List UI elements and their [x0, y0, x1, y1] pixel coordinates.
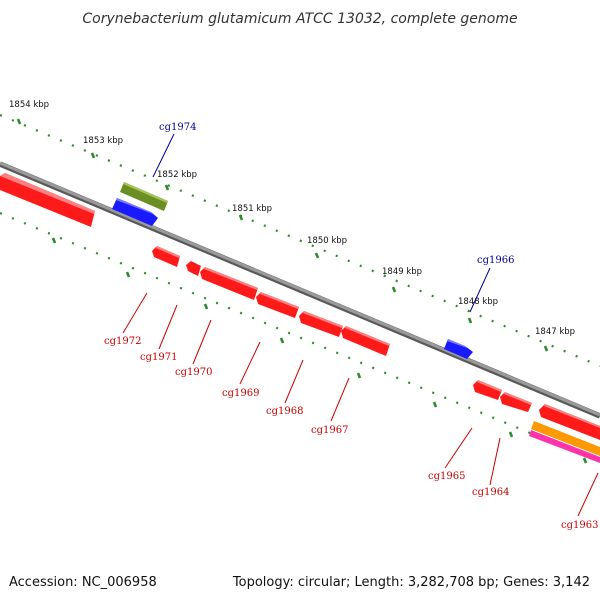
gene-label-cg1970[interactable]: cg1970: [175, 367, 212, 378]
reverse-cds-cg1968[interactable]: [299, 311, 343, 337]
reverse-cds-cg1971[interactable]: [186, 261, 201, 276]
ruler-label-1847: 1847 kbp: [535, 327, 575, 337]
inner-ruler: [0, 211, 600, 464]
ruler-label-1849: 1849 kbp: [382, 267, 422, 277]
reverse-cds-cg1967[interactable]: [341, 326, 390, 356]
ruler-label-1851: 1851 kbp: [232, 204, 272, 214]
accession-text: Accession: NC_006958: [9, 575, 157, 590]
forward-cds-cg1966[interactable]: [444, 339, 473, 359]
ruler-label-1854: 1854 kbp: [9, 100, 49, 110]
reverse-cds-cg1969[interactable]: [256, 292, 299, 318]
forward-cds-cg1974[interactable]: [112, 198, 158, 226]
gene-label-cg1964[interactable]: cg1964: [472, 487, 509, 498]
feature-orange[interactable]: [531, 421, 600, 456]
ruler-label-1853: 1853 kbp: [83, 136, 123, 146]
feature-track-olive: [120, 182, 168, 211]
gene-label-cg1966[interactable]: cg1966: [477, 255, 514, 266]
outer-ruler: 1854 kbp 1853 kbp 1852 kbp 1851 kbp 1850…: [0, 100, 600, 368]
reverse-cds-cg1970[interactable]: [200, 267, 258, 300]
ruler-label-1848: 1848 kbp: [458, 297, 498, 307]
gene-label-cg1963[interactable]: cg1963: [561, 520, 598, 531]
gene-label-cg1974[interactable]: cg1974: [159, 122, 196, 133]
gene-label-cg1967[interactable]: cg1967: [311, 425, 348, 436]
forward-label-connectors: [152, 133, 491, 313]
feature-magenta[interactable]: [529, 430, 600, 463]
reverse-cds-cg1964[interactable]: [500, 392, 532, 412]
forward-gene-labels: cg1974 cg1966: [159, 122, 514, 266]
outer-ruler-minor-ticks: [0, 113, 600, 368]
ruler-label-1852: 1852 kbp: [157, 170, 197, 180]
inner-ruler-major-ticks: [51, 237, 588, 464]
feature-track-magenta: [529, 430, 600, 463]
gene-label-cg1968[interactable]: cg1968: [266, 406, 303, 417]
reverse-cds-track-upper: [0, 173, 95, 227]
reverse-cds-upper-1[interactable]: [0, 173, 95, 227]
ruler-label-1850: 1850 kbp: [307, 236, 347, 246]
reverse-cds-cg1963[interactable]: [539, 404, 600, 440]
reverse-gene-labels: cg1972 cg1971 cg1970 cg1969 cg1968 cg196…: [104, 336, 598, 531]
reverse-cds-cg1965[interactable]: [473, 380, 502, 400]
gene-label-cg1971[interactable]: cg1971: [140, 352, 177, 363]
genome-stats-text: Topology: circular; Length: 3,282,708 bp…: [232, 575, 590, 590]
gene-label-cg1969[interactable]: cg1969: [222, 388, 259, 399]
inner-ruler-minor-ticks: [0, 211, 600, 464]
reverse-cds-cg1972[interactable]: [152, 246, 180, 267]
reverse-label-connectors: [122, 292, 599, 517]
genome-backbone: [0, 161, 600, 417]
feature-track-orange: [531, 421, 600, 456]
reverse-cds-track-lower: [152, 246, 600, 440]
gene-label-cg1965[interactable]: cg1965: [428, 471, 465, 482]
gene-label-cg1972[interactable]: cg1972: [104, 336, 141, 347]
outer-ruler-major-ticks: [16, 118, 549, 352]
map-title: Corynebacterium glutamicum ATCC 13032, c…: [82, 11, 517, 27]
forward-cds-track: [112, 198, 473, 359]
feature-olive[interactable]: [120, 182, 168, 211]
